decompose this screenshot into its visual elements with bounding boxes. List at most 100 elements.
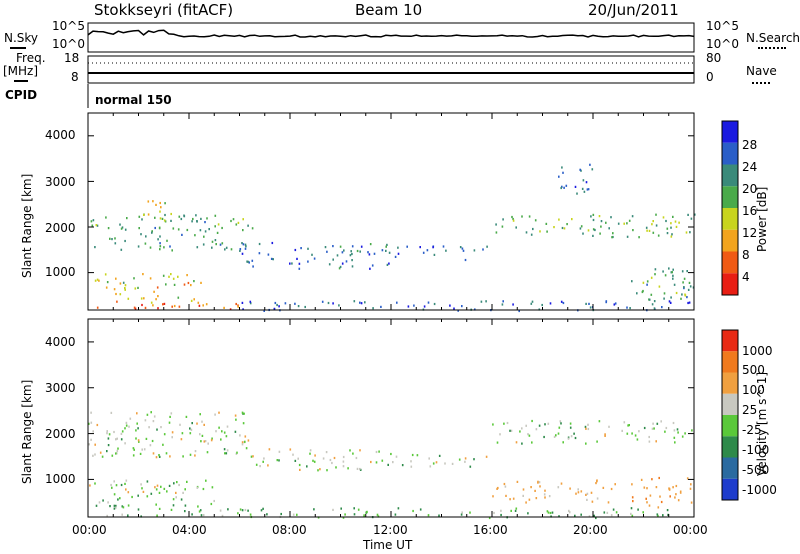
vel-cell-6-355 <box>575 492 577 495</box>
power-cell-10-448 <box>372 307 374 310</box>
power-cell-5-182 <box>298 262 301 265</box>
xtick-12: 12:00 <box>373 523 408 537</box>
power-cell-7-325 <box>628 219 631 222</box>
vel-cell-7-410 <box>646 501 648 504</box>
power-cell-7-284 <box>512 217 514 221</box>
vel-cell-3-238 <box>259 465 261 468</box>
vel-cell-5-326 <box>653 427 655 430</box>
vel-cell-3-229 <box>333 456 336 460</box>
power-cell-3-99 <box>121 226 124 229</box>
power-cell-7-330 <box>525 231 528 234</box>
vel-cell-6-388 <box>610 487 613 491</box>
vel-cell-0-27 <box>113 507 116 510</box>
power-cell-7-273 <box>655 213 657 216</box>
vel-cell-1-37 <box>180 498 183 501</box>
power-cell-3-146 <box>166 239 168 242</box>
power-cell-10-450 <box>560 300 563 303</box>
power-cell-3-98 <box>154 216 156 219</box>
vel-cell-5-316 <box>574 436 577 440</box>
power-cell-7-288 <box>665 219 667 223</box>
vel-cell-2-135 <box>235 418 237 421</box>
vel-cell-2-206 <box>207 442 209 445</box>
vel-cell-8-502 <box>574 514 576 517</box>
power-cell-7-315 <box>672 215 674 218</box>
vel-cell-8-456 <box>412 509 414 513</box>
power-cell-6-252 <box>406 245 408 248</box>
vel-cell-2-86 <box>113 430 115 434</box>
vel-cell-2-150 <box>194 454 196 457</box>
power-cell-5-203 <box>351 252 353 256</box>
power-cell-8-336 <box>591 168 594 171</box>
vel-cell-0-16 <box>122 506 125 509</box>
power-cell-10-457 <box>605 300 608 303</box>
vel-cell-8-453 <box>280 512 282 516</box>
vel-cell-2-122 <box>139 452 142 455</box>
vel-cb-tick-1000: 1000 <box>742 344 773 358</box>
vel-cell-2-89 <box>182 455 184 458</box>
power-cell-3-158 <box>206 217 208 220</box>
power-cell-3-78 <box>208 228 210 231</box>
vel-cell-2-181 <box>226 425 229 428</box>
power-cell-3-120 <box>137 245 140 248</box>
vel-cell-0-22 <box>121 513 123 516</box>
vel-cell-6-396 <box>596 479 598 482</box>
power-cell-7-329 <box>598 215 601 218</box>
power-cell-1-29 <box>127 297 130 300</box>
power-cell-3-137 <box>157 238 159 241</box>
vel-cell-8-475 <box>500 509 502 512</box>
power-cell-7-268 <box>670 222 672 225</box>
power-cell-3-144 <box>138 227 140 230</box>
vel-cell-5-286 <box>676 428 679 431</box>
power-cell-5-202 <box>386 243 388 246</box>
power-cell-9-389 <box>631 280 633 283</box>
power-cell-3-114 <box>186 228 189 232</box>
vel-cell-2-188 <box>203 440 206 443</box>
vel-cell-2-196 <box>110 411 113 414</box>
vel-cell-5-299 <box>652 422 654 425</box>
vel-cell-6-384 <box>590 491 593 494</box>
power-cell-7-323 <box>502 218 504 221</box>
power-cell-9-385 <box>672 274 674 277</box>
vel-cell-2-116 <box>149 444 152 447</box>
power-cell-9-378 <box>682 281 684 284</box>
station-title: Stokkseyri (fitACF) <box>94 1 234 19</box>
vel-cell-4-277 <box>410 460 412 463</box>
power-cell-5-216 <box>247 260 249 263</box>
power-cell-10-466 <box>284 302 287 305</box>
vel-cell-7-427 <box>659 495 661 498</box>
vel-cell-2-118 <box>106 430 108 433</box>
vel-cell-5-301 <box>677 431 679 434</box>
vel-cell-2-168 <box>204 440 207 443</box>
vel-cell-5-327 <box>621 429 623 432</box>
power-cell-3-68 <box>180 217 183 221</box>
vel-cell-5-345 <box>515 441 518 444</box>
power-cell-9-382 <box>686 270 688 273</box>
vel-cell-0-8 <box>172 504 175 507</box>
vel-cell-8-482 <box>630 512 632 515</box>
power-cell-5-185 <box>248 261 250 264</box>
vel-cell-8-480 <box>366 510 368 513</box>
power-cell-5-201 <box>341 262 344 265</box>
vel-cell-3-224 <box>370 460 372 464</box>
power-cell-10-432 <box>433 302 436 306</box>
vel-cell-4-261 <box>473 458 475 461</box>
power-cell-8-347 <box>581 187 584 190</box>
power-cell-10-463 <box>613 303 616 306</box>
power-cell-6-235 <box>419 246 421 249</box>
power-cell-10-412 <box>531 300 534 303</box>
vel-cell-1-82 <box>196 486 199 489</box>
power-cell-2-64 <box>96 278 99 281</box>
vel-cell-6-358 <box>580 490 583 493</box>
power-cell-4-160 <box>138 215 141 218</box>
vel-cell-8-472 <box>342 516 345 519</box>
power-cell-6-246 <box>422 251 425 254</box>
vel-cell-2-198 <box>196 422 198 425</box>
power-cell-5-234 <box>271 241 274 245</box>
power-cell-5-230 <box>272 258 274 261</box>
vel-cell-2-160 <box>181 432 184 435</box>
vel-cell-2-176 <box>179 423 181 426</box>
vel-cell-2-155 <box>171 431 174 434</box>
xaxis-label: Time UT <box>363 538 413 552</box>
xtick-04: 04:00 <box>172 523 207 537</box>
vel-cell-8-501 <box>615 511 618 514</box>
